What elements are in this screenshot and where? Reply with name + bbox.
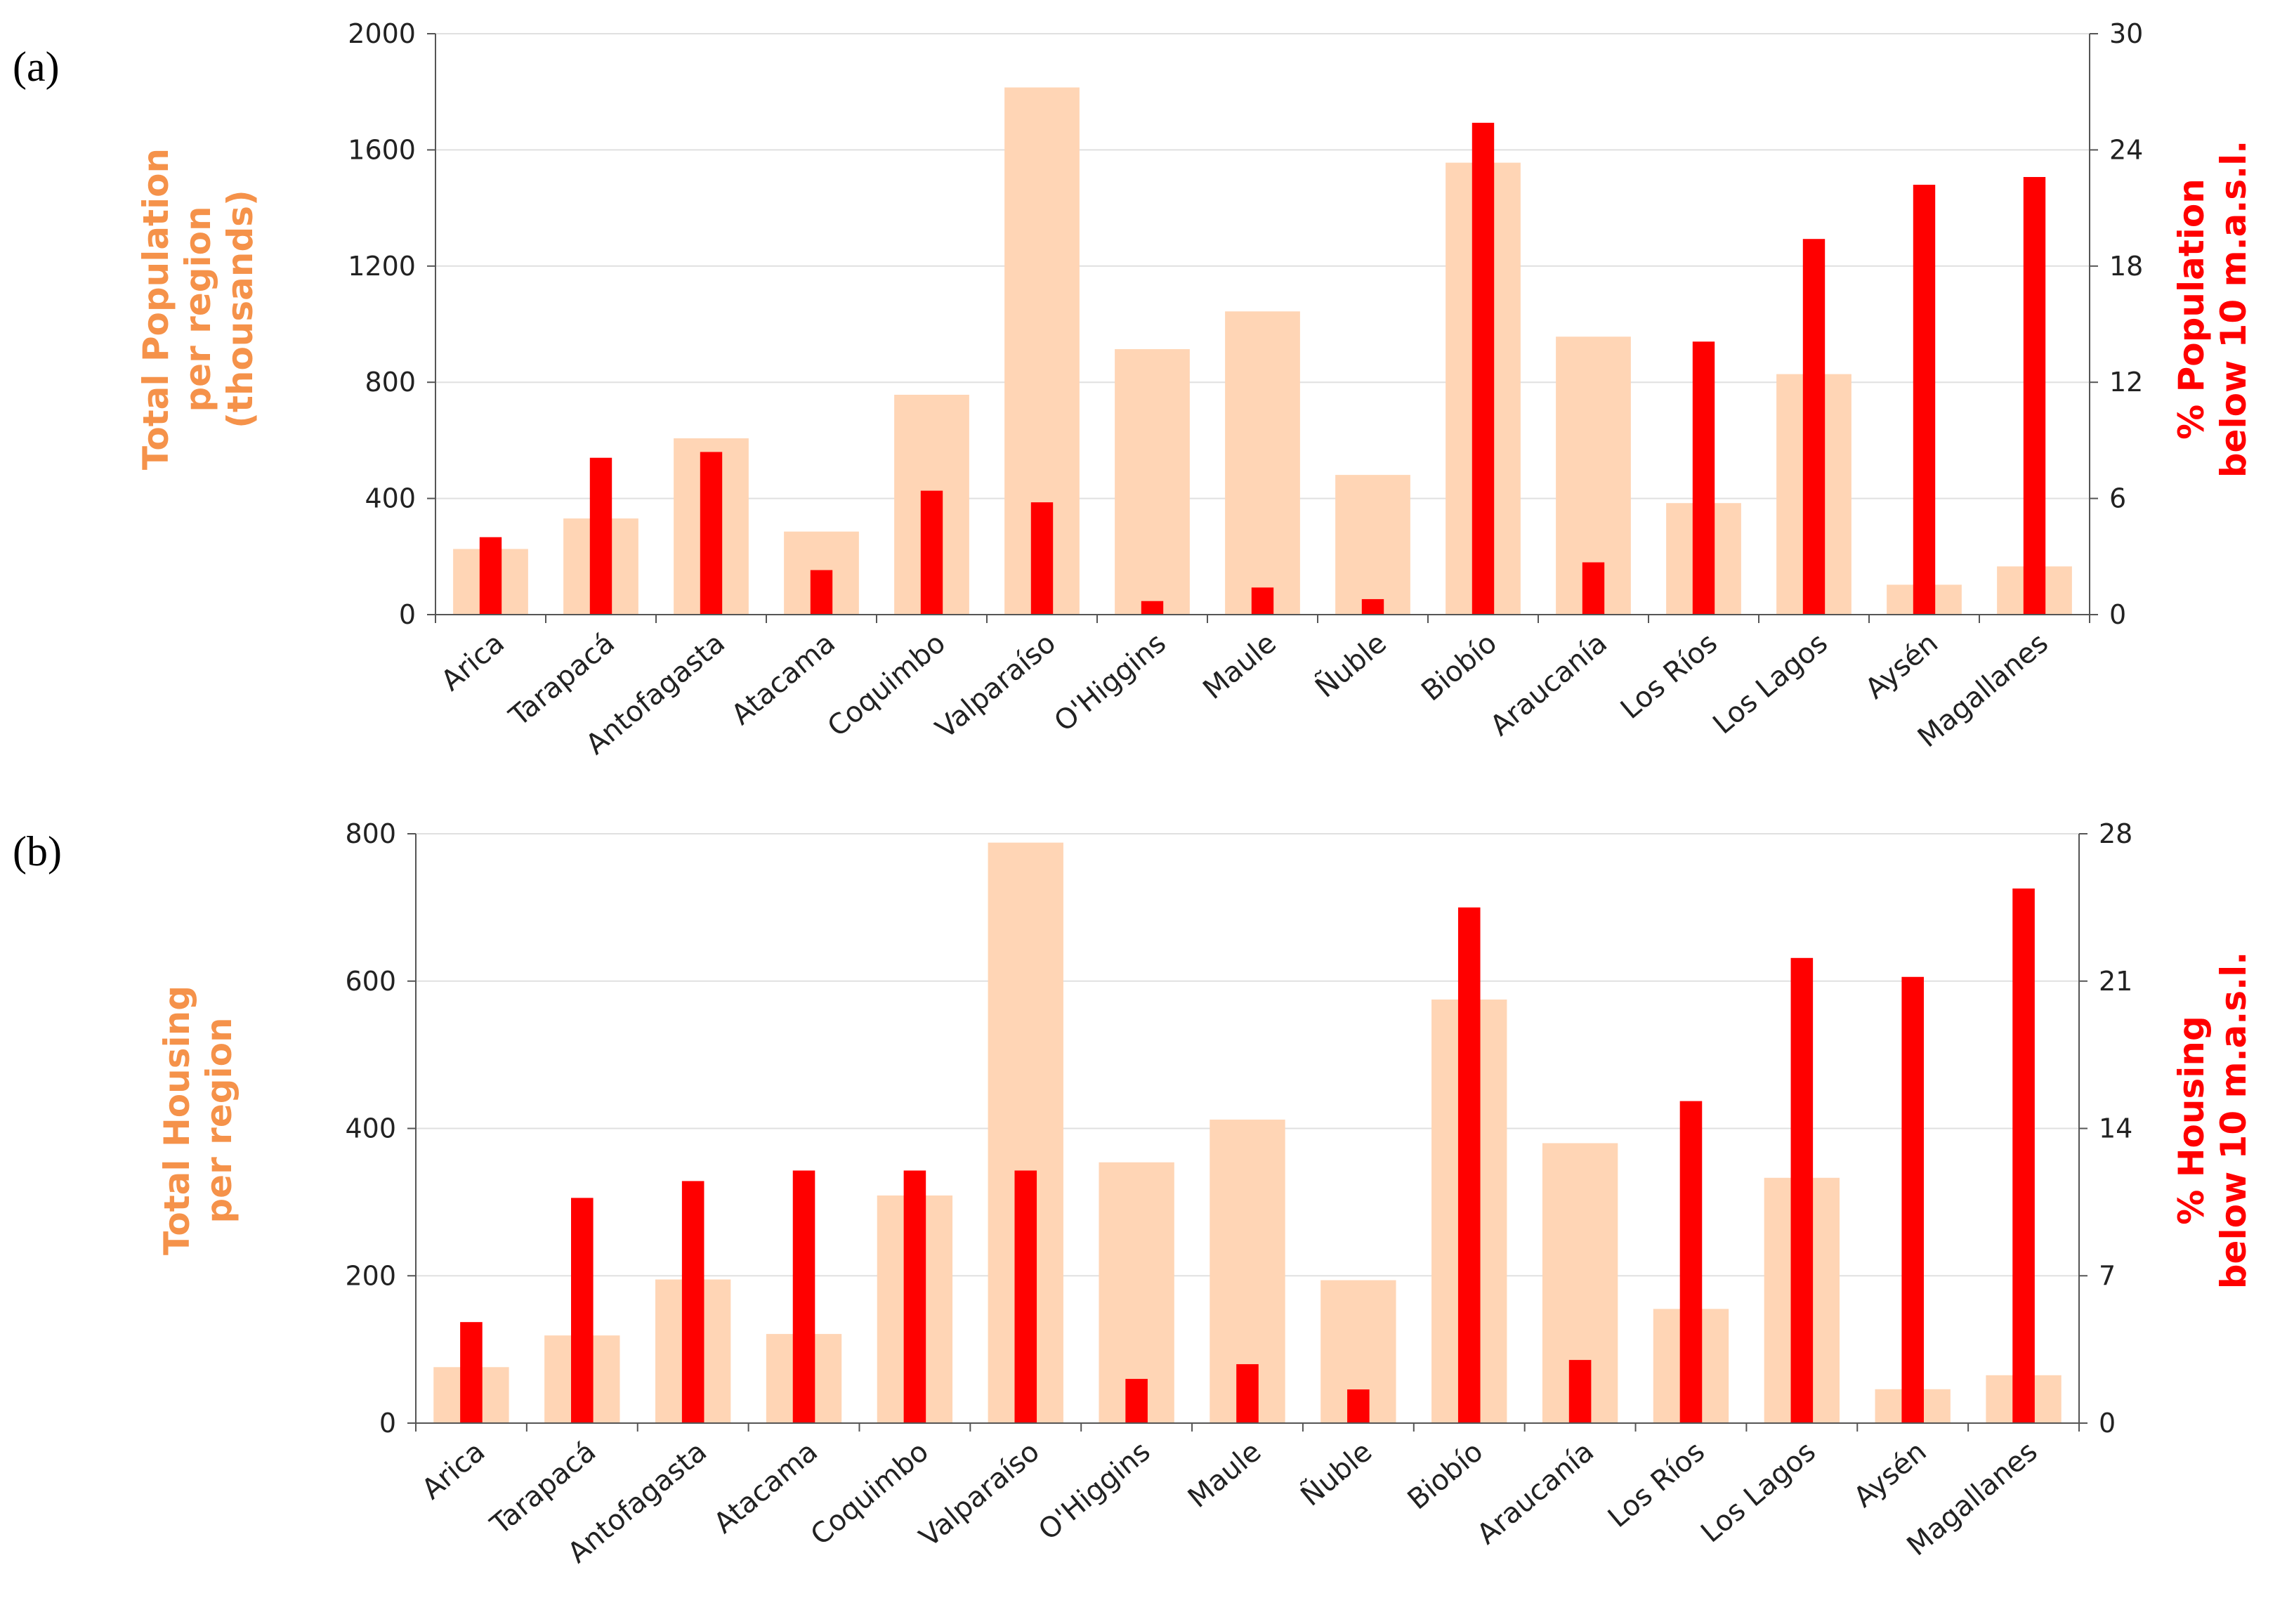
x-category-label: Maule	[1197, 627, 1283, 705]
y-axis-title-right-line: below 10 m.a.s.l.	[2213, 140, 2254, 478]
bar-percent-2	[681, 1181, 704, 1423]
bar-percent-9	[1472, 122, 1495, 615]
bar-percent-4	[903, 1170, 926, 1423]
y-axis-title-left-line: per region	[199, 1017, 240, 1223]
y-tick-label-left: 2000	[348, 18, 416, 49]
x-category-label: Valparaíso	[930, 627, 1062, 745]
bar-percent-2	[700, 452, 723, 615]
bar-percent-12	[1790, 957, 1814, 1423]
x-category-label: Los Ríos	[1602, 1435, 1711, 1534]
x-category-label: Maule	[1182, 1435, 1268, 1514]
y-tick-label-left: 400	[365, 483, 416, 514]
bar-percent-8	[1361, 598, 1384, 615]
y-tick-label-left: 800	[365, 367, 416, 398]
x-category-label: Araucanía	[1471, 1435, 1600, 1551]
bar-percent-0	[460, 1322, 483, 1423]
bar-percent-10	[1582, 562, 1605, 615]
x-category-label: Coquimbo	[805, 1435, 935, 1552]
bar-percent-8	[1347, 1389, 1370, 1423]
x-category-label: Valparaíso	[913, 1435, 1045, 1553]
x-category-label: Araucanía	[1484, 627, 1613, 742]
bar-percent-7	[1236, 1364, 1259, 1423]
x-category-label: Atacama	[708, 1435, 824, 1540]
x-category-label: Los Ríos	[1615, 627, 1724, 726]
x-category-label: O'Higgins	[1048, 627, 1172, 738]
bar-total-7	[1225, 311, 1300, 615]
y-tick-label-right: 12	[2109, 367, 2143, 398]
x-category-label: Coquimbo	[822, 627, 952, 743]
y-tick-label-right: 0	[2109, 599, 2126, 630]
y-tick-label-left: 400	[345, 1113, 396, 1144]
y-tick-label-right: 14	[2099, 1113, 2132, 1144]
bar-percent-14	[2023, 176, 2046, 615]
bar-percent-11	[1692, 341, 1715, 615]
bar-percent-3	[792, 1170, 815, 1423]
y-tick-label-left: 0	[399, 599, 416, 630]
bar-percent-3	[810, 570, 833, 615]
bar-percent-1	[571, 1198, 594, 1423]
y-axis-title-left-line: Total Population	[136, 148, 176, 470]
bar-percent-14	[2012, 888, 2035, 1423]
y-tick-label-left: 200	[345, 1260, 396, 1291]
y-tick-label-right: 0	[2099, 1408, 2116, 1439]
bar-percent-6	[1141, 601, 1164, 615]
y-tick-label-left: 1200	[348, 251, 416, 282]
bar-percent-7	[1251, 587, 1274, 615]
x-category-label: Biobío	[1415, 627, 1503, 707]
y-tick-label-left: 800	[345, 818, 396, 849]
bar-percent-10	[1568, 1360, 1592, 1423]
x-category-label: Ñuble	[1294, 1434, 1378, 1513]
bar-percent-0	[479, 537, 502, 615]
y-axis-title-right-line: below 10 m.a.s.l.	[2213, 952, 2254, 1290]
bar-total-8	[1335, 475, 1410, 615]
y-tick-label-left: 0	[379, 1408, 396, 1439]
x-category-label: Los Lagos	[1695, 1435, 1822, 1549]
panel-label: (b)	[13, 828, 62, 875]
y-tick-label-right: 6	[2109, 483, 2126, 514]
x-category-label: Arica	[435, 627, 511, 697]
y-axis-title-left-line: (thousands)	[220, 190, 261, 428]
y-axis-title-right-line: % Housing	[2171, 1016, 2212, 1225]
chart-panel-a: (a)04008001200160020000612182430AricaTar…	[13, 18, 2254, 761]
panel-label: (a)	[13, 44, 60, 90]
x-category-label: Aysén	[1859, 627, 1944, 705]
y-tick-label-right: 28	[2099, 818, 2132, 849]
x-category-label: Los Lagos	[1707, 627, 1834, 740]
bar-percent-1	[589, 457, 612, 615]
y-axis-title-right-line: % Population	[2171, 178, 2212, 440]
y-axis-title-left-line: per region	[178, 206, 218, 412]
x-category-label: Arica	[416, 1435, 491, 1505]
y-tick-label-right: 7	[2099, 1260, 2116, 1291]
y-axis-title-left: Total Housingper region	[157, 985, 240, 1255]
bar-percent-6	[1125, 1379, 1148, 1423]
y-tick-label-right: 30	[2109, 18, 2143, 49]
bar-percent-12	[1802, 239, 1826, 615]
bar-percent-5	[1014, 1170, 1037, 1423]
y-tick-label-right: 24	[2109, 134, 2143, 165]
bar-percent-9	[1457, 907, 1481, 1423]
chart-panel-b: (b)020040060080007142128AricaTarapacáAnt…	[13, 818, 2254, 1569]
bar-percent-13	[1901, 976, 1924, 1423]
bar-percent-4	[920, 490, 943, 615]
y-tick-label-right: 21	[2099, 966, 2132, 997]
y-axis-title-left-line: Total Housing	[157, 985, 197, 1255]
bar-percent-5	[1030, 502, 1054, 615]
x-category-label: O'Higgins	[1033, 1435, 1156, 1547]
x-category-label: Biobío	[1402, 1435, 1490, 1516]
x-category-label: Aysén	[1848, 1435, 1933, 1514]
bar-total-6	[1115, 349, 1190, 615]
bar-percent-11	[1679, 1101, 1703, 1423]
x-category-label: Ñuble	[1309, 626, 1393, 705]
y-tick-label-right: 18	[2109, 251, 2143, 282]
y-axis-title-right: % Housingbelow 10 m.a.s.l.	[2171, 952, 2254, 1290]
y-axis-title-right: % Populationbelow 10 m.a.s.l.	[2171, 140, 2254, 478]
y-tick-label-left: 1600	[348, 134, 416, 165]
y-axis-title-left: Total Populationper region(thousands)	[136, 148, 261, 470]
y-tick-label-left: 600	[345, 966, 396, 997]
bar-percent-13	[1913, 185, 1936, 615]
